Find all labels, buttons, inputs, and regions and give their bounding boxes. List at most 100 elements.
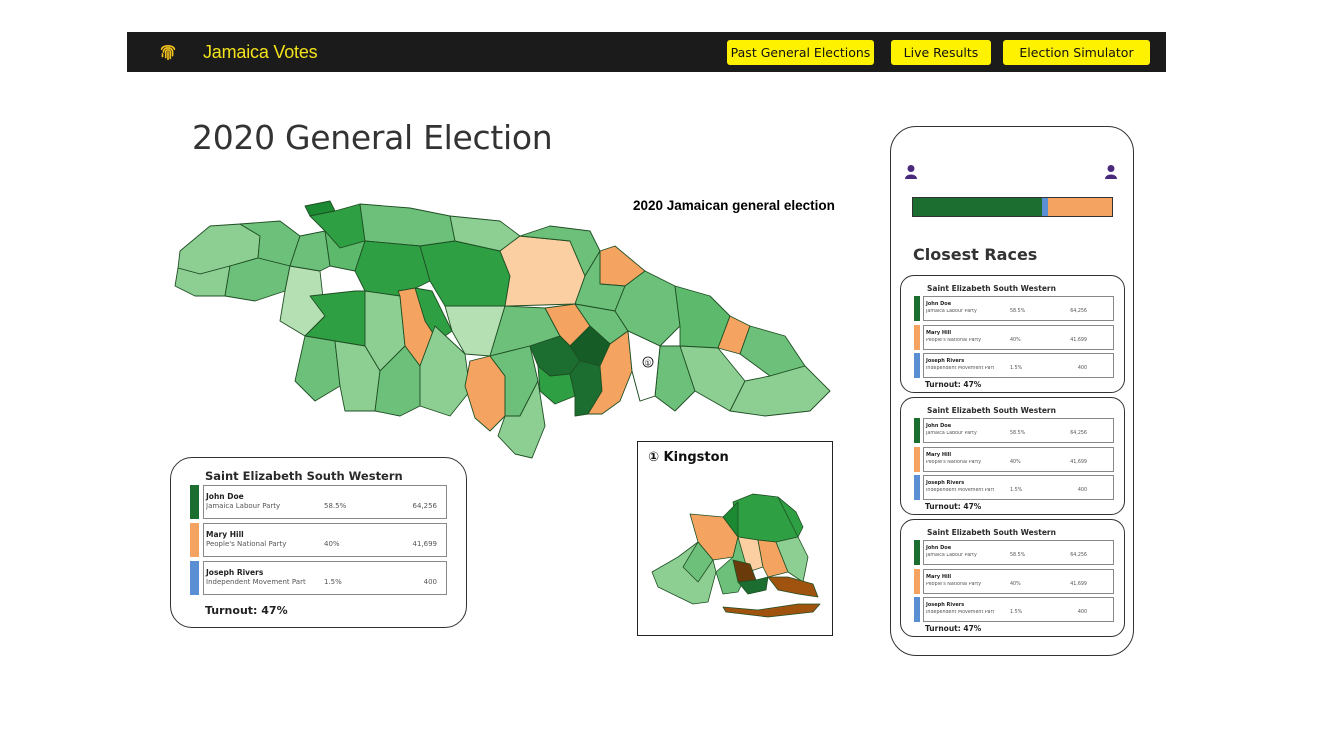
turnout-label: Turnout: 47% (925, 502, 982, 511)
candidate-vote-share: 1.5% (324, 578, 342, 586)
turnout-label: Turnout: 47% (925, 624, 982, 633)
closest-race-card[interactable]: Saint Elizabeth South Western John Doe Jam… (900, 519, 1125, 637)
constituency-region[interactable] (497, 380, 546, 459)
candidate-row[interactable]: Joseph Rivers Independent Movement Part 1.… (923, 597, 1114, 622)
party-color-bar (190, 523, 199, 557)
candidate-row[interactable]: John Doe Jamaica Labour Party 58.5% 64,256 (923, 296, 1114, 321)
candidate-party: Jamaica Labour Party (206, 502, 281, 510)
candidate-vote-share: 1.5% (1010, 488, 1023, 493)
candidate-row[interactable]: Mary Hill People's National Party 40% 41,69… (923, 568, 1114, 594)
kingston-map (651, 493, 821, 618)
constituency-region[interactable] (729, 365, 831, 417)
constituency-region[interactable] (775, 536, 809, 583)
nav-live-results[interactable]: Live Results (891, 40, 991, 65)
seat-share-bar (912, 197, 1113, 217)
candidate-row[interactable]: Mary Hill People's National Party 40% 41,69… (923, 324, 1114, 350)
inset-title: ① Kingston (648, 450, 729, 465)
constituency-region[interactable] (767, 576, 819, 598)
constituency-region[interactable] (682, 541, 714, 583)
candidate-row[interactable]: Mary Hill People's National Party 40% 41,69… (923, 446, 1114, 472)
candidate-name: Joseph Rivers (926, 602, 965, 608)
candidate-party: People's National Party (926, 337, 982, 343)
seat-share-jlp (913, 198, 1043, 216)
candidate-votes: 41,699 (1070, 337, 1087, 343)
candidate-vote-share: 58.5% (1010, 553, 1026, 558)
party-color-bar (190, 485, 199, 519)
candidate-party: Independent Movement Part (926, 366, 994, 371)
party-color-bar (914, 475, 920, 500)
candidate-votes: 64,256 (1070, 431, 1087, 436)
turnout-label: Turnout: 47% (205, 604, 288, 617)
candidate-votes: 41,699 (1070, 581, 1087, 587)
candidate-party: Jamaica Labour Party (926, 553, 977, 558)
constituency-region[interactable] (777, 496, 804, 538)
brand[interactable]: Jamaica Votes (157, 41, 318, 63)
closest-race-card[interactable]: Saint Elizabeth South Western John Doe Jam… (900, 275, 1125, 393)
candidate-party: Independent Movement Part (926, 610, 994, 615)
candidate-votes: 64,256 (1070, 553, 1087, 558)
race-title: Saint Elizabeth South Western (927, 284, 1056, 293)
candidate-row[interactable]: John Doe Jamaica Labour Party 58.5% 64,256 (923, 418, 1114, 443)
party-color-bar (914, 568, 920, 594)
candidate-vote-share: 40% (324, 540, 340, 548)
constituency-region[interactable] (359, 203, 456, 247)
nav-election-simulator[interactable]: Election Simulator (1003, 40, 1150, 65)
kingston-area[interactable] (627, 330, 661, 402)
candidate-name: Mary Hill (206, 530, 244, 539)
candidate-votes: 41,699 (412, 540, 438, 548)
candidate-name: Mary Hill (926, 573, 952, 580)
candidate-party: People's National Party (926, 581, 982, 587)
candidate-votes: 64,256 (1070, 309, 1087, 314)
jamaica-constituency-map: ① (174, 200, 831, 459)
results-sidebar: Closest Races Saint Elizabeth South West… (890, 126, 1134, 656)
candidate-votes: 64,256 (412, 502, 438, 510)
party-color-bar (914, 418, 920, 443)
candidate-votes: 400 (423, 578, 437, 586)
candidate-vote-share: 40% (1010, 459, 1021, 465)
candidate-row[interactable]: John Doe Jamaica Labour Party 58.5% 64,256 (203, 485, 447, 519)
constituency-region[interactable] (224, 257, 291, 302)
kingston-marker[interactable] (642, 356, 654, 368)
selected-race-card: Saint Elizabeth South Western John Doe Ja… (170, 457, 467, 628)
candidate-name: Joseph Rivers (206, 568, 264, 577)
constituency-region[interactable] (737, 576, 769, 595)
constituency-region[interactable] (679, 345, 746, 412)
candidate-party: Jamaica Labour Party (926, 309, 977, 314)
kingston-inset-map: ① Kingston (637, 441, 833, 636)
constituency-region[interactable] (444, 305, 506, 357)
candidate-row[interactable]: Joseph Rivers Independent Movement Part 1.… (203, 561, 447, 595)
candidate-party: People's National Party (926, 459, 982, 465)
candidate-vote-share: 58.5% (1010, 431, 1026, 436)
constituency-region[interactable] (294, 335, 341, 402)
constituency-region[interactable] (722, 603, 821, 618)
constituency-region[interactable] (354, 240, 431, 297)
candidate-votes: 400 (1077, 366, 1087, 371)
candidate-party: Independent Movement Part (206, 578, 306, 586)
party-color-bar (190, 561, 199, 595)
constituency-region[interactable] (757, 539, 789, 578)
candidate-name: John Doe (926, 423, 952, 429)
candidate-vote-share: 40% (1010, 581, 1021, 587)
constituency-region[interactable] (722, 501, 739, 538)
candidate-row[interactable]: John Doe Jamaica Labour Party 58.5% 64,256 (923, 540, 1114, 565)
candidate-vote-share: 1.5% (1010, 610, 1023, 615)
candidate-vote-share: 1.5% (1010, 366, 1023, 371)
person-icon (905, 165, 917, 179)
kingston-marker-label: ① (644, 359, 651, 368)
brand-title: Jamaica Votes (203, 41, 318, 62)
party-color-bar (914, 324, 920, 350)
candidate-row[interactable]: Joseph Rivers Independent Movement Part 1.… (923, 353, 1114, 378)
candidate-row[interactable]: Mary Hill People's National Party 40% 41,69… (203, 523, 447, 557)
constituency-region[interactable] (587, 330, 633, 415)
candidate-row[interactable]: Joseph Rivers Independent Movement Part 1.… (923, 475, 1114, 500)
candidate-name: John Doe (926, 301, 952, 307)
candidate-name: Joseph Rivers (926, 480, 965, 486)
nav-past-general-elections[interactable]: Past General Elections (727, 40, 874, 65)
map-title: 2020 Jamaican general election (633, 198, 835, 213)
candidate-vote-share: 58.5% (324, 502, 347, 510)
candidate-vote-share: 40% (1010, 337, 1021, 343)
party-color-bar (914, 353, 920, 378)
fingerprint-icon (160, 44, 176, 61)
closest-race-card[interactable]: Saint Elizabeth South Western John Doe Jam… (900, 397, 1125, 515)
